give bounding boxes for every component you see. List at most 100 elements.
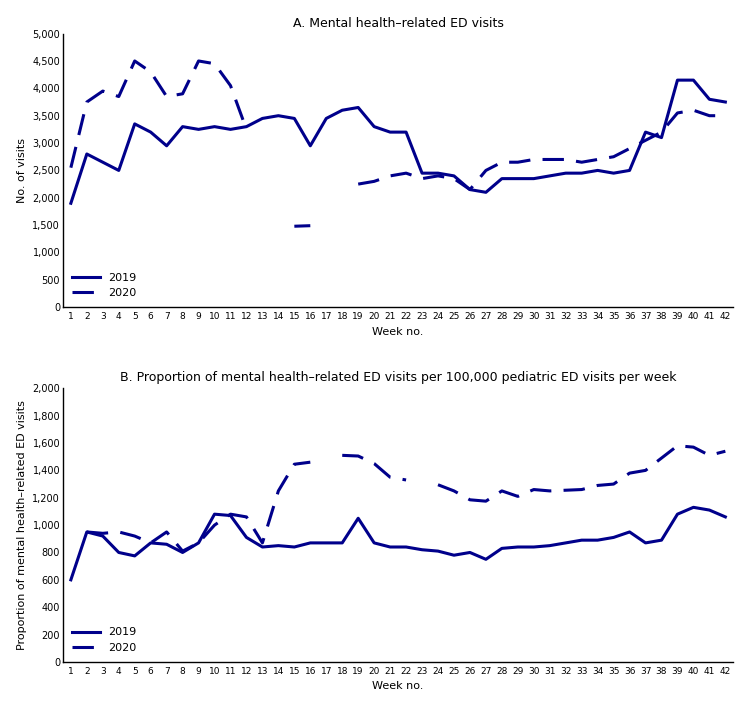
2019 <box>578 169 586 178</box>
2019 <box>578 536 586 544</box>
2019 <box>98 532 107 540</box>
2019 <box>401 128 410 137</box>
2019 <box>162 142 171 150</box>
2019 <box>258 543 267 552</box>
2019 <box>290 114 298 122</box>
2019 <box>370 122 379 131</box>
2019 <box>545 542 554 550</box>
2019 <box>242 533 251 542</box>
2019 <box>433 169 442 178</box>
2019 <box>338 539 346 547</box>
2019 <box>386 128 394 137</box>
2020 <box>194 57 203 65</box>
2019 <box>82 527 92 536</box>
2019 <box>130 552 140 560</box>
2019 <box>226 125 235 134</box>
2019 <box>625 527 634 536</box>
Y-axis label: Proportion of mental health–related ED visits: Proportion of mental health–related ED v… <box>16 400 27 650</box>
2019 <box>210 510 219 518</box>
2020 <box>98 529 107 537</box>
2019 <box>641 128 650 137</box>
2019 <box>466 185 475 194</box>
2019 <box>482 188 490 197</box>
Line: 2020: 2020 <box>87 462 310 551</box>
2019 <box>721 98 730 106</box>
2020 <box>290 460 298 469</box>
2019 <box>146 128 155 137</box>
2019 <box>146 539 155 547</box>
2019 <box>322 114 331 122</box>
2019 <box>449 551 458 559</box>
2019 <box>306 539 315 547</box>
2020 <box>146 68 155 76</box>
2019 <box>545 171 554 180</box>
2019 <box>338 106 346 115</box>
2020 <box>66 164 75 172</box>
2020 <box>178 547 187 555</box>
2019 <box>274 542 283 550</box>
2019 <box>497 544 506 553</box>
2019 <box>418 169 427 178</box>
2019 <box>609 533 618 542</box>
2019 <box>657 536 666 544</box>
2020 <box>306 458 315 467</box>
2019 <box>370 539 379 547</box>
2020 <box>258 539 267 547</box>
2020 <box>146 539 155 547</box>
2019 <box>274 111 283 120</box>
2020 <box>82 98 92 106</box>
2019 <box>482 555 490 564</box>
Title: A. Mental health–related ED visits: A. Mental health–related ED visits <box>292 17 503 30</box>
2019 <box>497 174 506 183</box>
2020 <box>130 532 140 540</box>
2019 <box>673 510 682 518</box>
2019 <box>194 125 203 134</box>
2019 <box>98 158 107 166</box>
Legend: 2019, 2020: 2019, 2020 <box>68 624 140 656</box>
Line: 2019: 2019 <box>70 508 725 580</box>
2020 <box>274 486 283 495</box>
2019 <box>66 199 75 207</box>
2020 <box>210 59 219 68</box>
2020 <box>226 81 235 90</box>
2019 <box>258 114 267 122</box>
2020 <box>210 521 219 530</box>
2019 <box>449 171 458 180</box>
2020 <box>114 92 123 101</box>
2020 <box>242 125 251 134</box>
2019 <box>593 166 602 175</box>
2019 <box>162 540 171 549</box>
2019 <box>386 543 394 552</box>
2019 <box>242 122 251 131</box>
2019 <box>625 166 634 175</box>
2019 <box>513 543 522 552</box>
2019 <box>210 122 219 131</box>
2019 <box>418 545 427 554</box>
2019 <box>530 174 538 183</box>
X-axis label: Week no.: Week no. <box>373 681 424 691</box>
2019 <box>290 543 298 552</box>
2019 <box>705 506 714 514</box>
2019 <box>178 122 187 131</box>
2020 <box>162 527 171 536</box>
2019 <box>641 539 650 547</box>
2019 <box>561 539 570 547</box>
2019 <box>178 548 187 556</box>
2020 <box>114 527 123 536</box>
2019 <box>194 539 203 547</box>
2019 <box>721 513 730 521</box>
2020 <box>162 92 171 101</box>
2019 <box>530 543 538 552</box>
2019 <box>306 142 315 150</box>
2019 <box>354 103 363 112</box>
2019 <box>657 133 666 142</box>
2020 <box>82 527 92 536</box>
2019 <box>673 76 682 84</box>
2019 <box>433 547 442 555</box>
Line: 2020: 2020 <box>70 61 247 168</box>
2019 <box>513 174 522 183</box>
2019 <box>114 548 123 556</box>
2020 <box>178 89 187 98</box>
2020 <box>130 57 140 65</box>
Y-axis label: No. of visits: No. of visits <box>16 138 27 203</box>
